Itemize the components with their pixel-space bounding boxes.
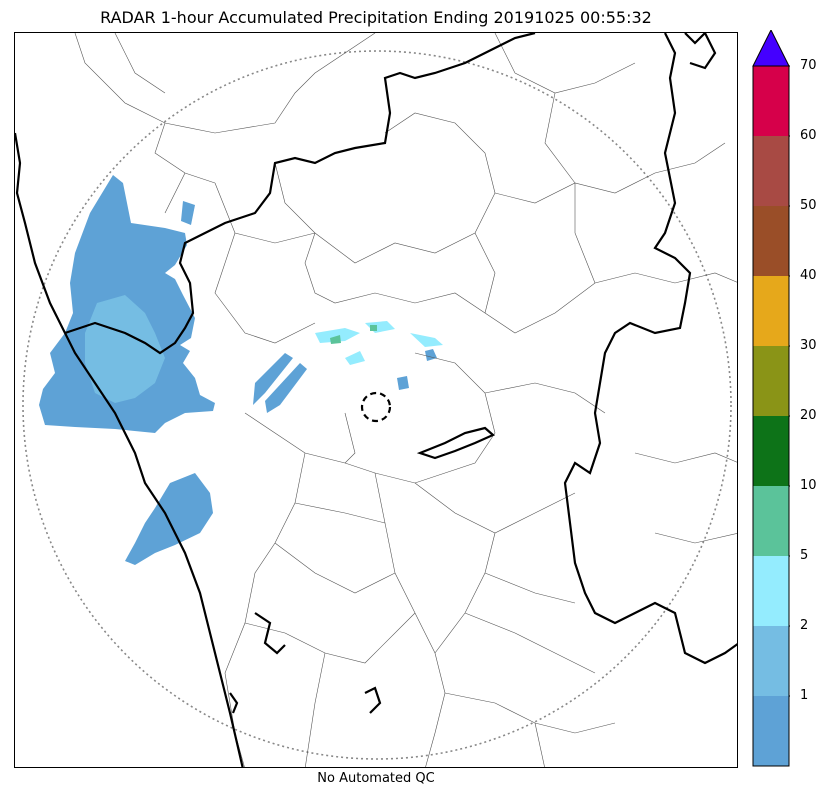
colorbar-tick-label: 5: [800, 548, 809, 563]
precip-cells-cyan: [315, 321, 443, 365]
colorbar-swatch: [753, 66, 789, 136]
precip-layer: [39, 175, 443, 565]
colorbar-extend-triangle: [752, 30, 790, 67]
precip-area-north-patch: [181, 201, 195, 225]
colorbar-tick-label: 1: [800, 688, 809, 703]
map-canvas: [15, 33, 737, 767]
colorbar-swatch: [753, 136, 789, 206]
colorbar-tick-label: 30: [800, 338, 817, 353]
colorbar-swatch: [753, 206, 789, 276]
colorbar-swatch: [753, 626, 789, 696]
colorbar-tick-label: 2: [800, 618, 809, 633]
state-borders: [15, 33, 737, 767]
precip-band-1: [253, 353, 293, 405]
colorbar-swatch: [753, 276, 789, 346]
colorbar-tick-label: 70: [800, 58, 817, 73]
colorbar: [752, 30, 790, 770]
colorbar-tick-label: 10: [800, 478, 817, 493]
range-ring: [22, 50, 732, 760]
precip-band-2: [265, 363, 307, 413]
precip-cells-green: [330, 325, 377, 344]
coastline: [15, 132, 244, 767]
colorbar-tick-label: 60: [800, 128, 817, 143]
radar-map[interactable]: [14, 32, 738, 768]
colorbar-tick-label: 40: [800, 268, 817, 283]
precip-cell-east: [397, 349, 437, 390]
qc-note: No Automated QC: [317, 771, 435, 786]
page-title: RADAR 1-hour Accumulated Precipitation E…: [100, 8, 652, 27]
colorbar-swatch: [753, 486, 789, 556]
colorbar-swatches: [752, 30, 790, 767]
colorbar-swatch: [753, 416, 789, 486]
district-borders: [74, 33, 737, 767]
colorbar-tick-label: 50: [800, 198, 817, 213]
colorbar-swatch: [753, 346, 789, 416]
radar-site-marker[interactable]: [360, 391, 392, 423]
colorbar-tick-label: 20: [800, 408, 817, 423]
precip-area-core: [85, 295, 165, 403]
colorbar-swatch: [753, 696, 789, 766]
colorbar-swatch: [753, 556, 789, 626]
